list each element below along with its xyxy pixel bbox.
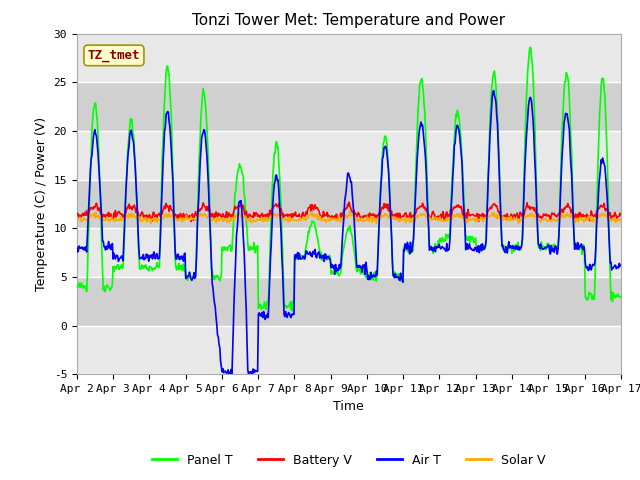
Battery V [194, 210, 202, 216]
Air T [83, 249, 90, 255]
Air T [490, 88, 497, 94]
Bar [77, 131, 621, 180]
Solar V [194, 215, 202, 220]
Battery V [223, 209, 230, 215]
Panel T [289, 308, 296, 314]
Battery V [83, 208, 90, 214]
Solar V [346, 208, 354, 214]
Panel T [194, 202, 202, 208]
Bar [77, 277, 621, 326]
Panel T [416, 84, 424, 90]
Panel T [139, 264, 147, 269]
Solar V [139, 219, 147, 225]
Battery V [346, 199, 353, 205]
Solar V [433, 215, 440, 221]
Air T [228, 373, 236, 379]
Panel T [73, 283, 81, 288]
Title: Tonzi Tower Met: Temperature and Power: Tonzi Tower Met: Temperature and Power [192, 13, 506, 28]
Battery V [617, 212, 625, 217]
Air T [416, 126, 424, 132]
Line: Air T: Air T [77, 91, 621, 376]
Battery V [139, 210, 147, 216]
Text: TZ_tmet: TZ_tmet [88, 49, 140, 62]
Battery V [416, 204, 424, 210]
Line: Panel T: Panel T [77, 48, 621, 311]
Solar V [73, 218, 81, 224]
Battery V [73, 212, 81, 217]
X-axis label: Time: Time [333, 400, 364, 413]
Bar [77, 228, 621, 277]
Solar V [372, 220, 380, 226]
Air T [73, 244, 81, 250]
Solar V [417, 211, 424, 217]
Solar V [83, 216, 90, 222]
Air T [194, 209, 202, 215]
Air T [617, 263, 625, 268]
Y-axis label: Temperature (C) / Power (V): Temperature (C) / Power (V) [35, 117, 48, 291]
Air T [223, 371, 230, 376]
Panel T [83, 288, 90, 294]
Bar [77, 180, 621, 228]
Line: Battery V: Battery V [77, 202, 621, 222]
Legend: Panel T, Battery V, Air T, Solar V: Panel T, Battery V, Air T, Solar V [147, 449, 550, 472]
Solar V [617, 217, 625, 223]
Panel T [431, 241, 439, 247]
Panel T [526, 45, 534, 50]
Air T [431, 249, 439, 254]
Battery V [431, 216, 439, 222]
Bar [77, 326, 621, 374]
Solar V [223, 219, 230, 225]
Air T [139, 256, 147, 262]
Line: Solar V: Solar V [77, 211, 621, 223]
Panel T [617, 294, 625, 300]
Battery V [515, 219, 522, 225]
Bar [77, 34, 621, 82]
Panel T [223, 245, 230, 251]
Bar [77, 82, 621, 131]
